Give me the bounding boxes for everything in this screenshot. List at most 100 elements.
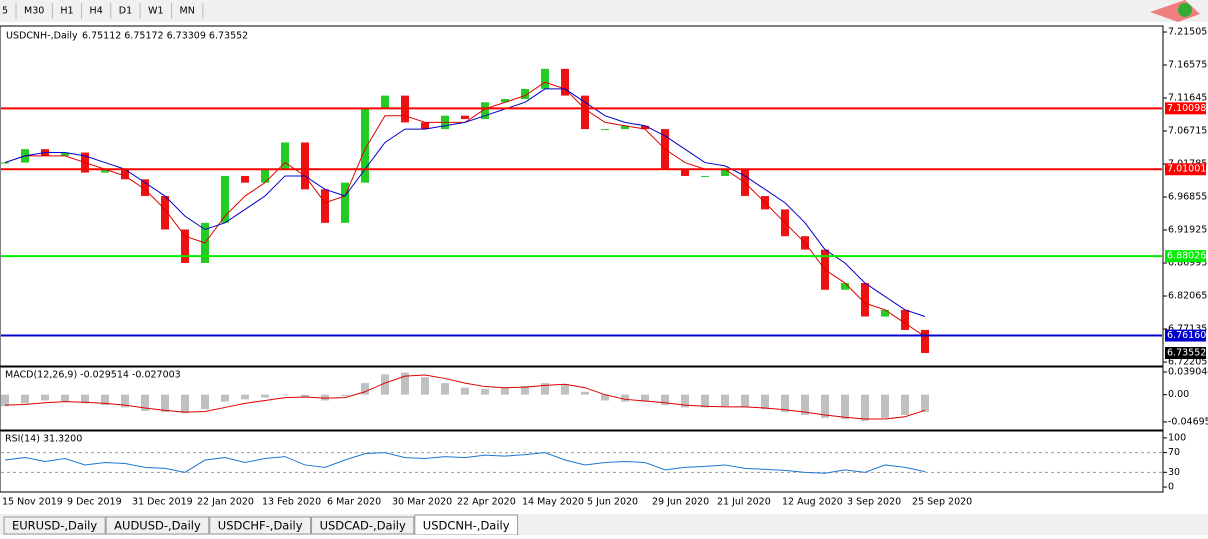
macd-bar [181, 394, 189, 414]
macd-bar [641, 394, 649, 402]
rsi-title: RSI(14) 31.3200 [5, 434, 82, 445]
macd-bar [101, 394, 109, 406]
x-tick-label: 14 May 2020 [522, 497, 584, 508]
macd-bar [141, 394, 149, 411]
x-tick-label: 5 Jun 2020 [587, 497, 638, 508]
y-tick-label: 7.11645 [1168, 92, 1207, 103]
timeframe-button[interactable]: H1 [60, 6, 73, 17]
candle [681, 169, 689, 176]
candle [641, 125, 649, 130]
level-label-bg [1165, 102, 1206, 115]
macd-bar [901, 394, 909, 415]
macd-bar [661, 394, 669, 406]
main-panel [0, 25, 1164, 367]
level-label: 7.01001 [1167, 164, 1206, 175]
y-tick-label: 7.21505 [1168, 26, 1207, 37]
tab[interactable] [105, 516, 210, 535]
macd-bar [61, 394, 69, 402]
candle [61, 152, 69, 156]
macd-bar [381, 374, 389, 395]
level-label: 7.10098 [1167, 103, 1206, 114]
ma-slow [4, 88, 926, 318]
x-tick-label: 13 Feb 2020 [262, 497, 321, 508]
tab[interactable] [209, 516, 312, 535]
candle [1, 162, 9, 164]
candle [721, 169, 729, 176]
tab-label[interactable]: EURUSD-,Daily [12, 519, 97, 533]
macd-bar [441, 383, 449, 395]
candle [121, 169, 129, 180]
macd-bar [421, 377, 429, 395]
macd-bar [781, 394, 789, 413]
tab-label[interactable]: AUDUSD-,Daily [114, 519, 201, 533]
timeframe-button[interactable]: H4 [90, 6, 103, 17]
y-tick-label: 30 [1168, 467, 1180, 478]
candle [541, 68, 549, 89]
timeframe-button[interactable]: MN [180, 6, 195, 17]
level-label: 6.88026 [1167, 251, 1206, 262]
macd-bar [761, 394, 769, 410]
candle [361, 109, 369, 183]
candle [181, 229, 189, 263]
ohlc-text: 6.75112 6.75172 6.73309 6.73552 [82, 31, 248, 42]
macd-panel [0, 366, 1164, 431]
macd-bar [561, 384, 569, 395]
timeframe-button[interactable]: D1 [119, 6, 132, 17]
last-price-bg [1165, 347, 1206, 360]
candle [241, 175, 249, 183]
chart-title: USDCNH-,Daily [6, 31, 78, 42]
macd-bar [161, 394, 169, 413]
y-tick-label: 7.06715 [1168, 125, 1207, 136]
y-tick-label: 6.72205 [1168, 357, 1207, 368]
x-tick-label: 25 Sep 2020 [912, 497, 972, 508]
level-label-bg [1165, 250, 1206, 263]
candle [921, 329, 929, 354]
tab[interactable] [3, 516, 106, 535]
macd-bar [741, 394, 749, 408]
y-tick-label: 6.96855 [1168, 192, 1207, 203]
macd-bar [281, 394, 289, 396]
macd-bar [861, 394, 869, 421]
macd-bar [321, 394, 329, 401]
timeframe-button[interactable]: 5 [2, 6, 8, 17]
candle [901, 309, 909, 330]
candle [141, 179, 149, 197]
macd-bar [541, 383, 549, 395]
logo [1150, 0, 1200, 22]
candle [261, 169, 269, 183]
macd-bar [201, 394, 209, 410]
macd-bar [581, 391, 589, 395]
x-tick-label: 21 Jul 2020 [717, 497, 771, 508]
macd-bar [821, 394, 829, 418]
toolbar [0, 0, 1208, 22]
y-tick-label: 70 [1168, 447, 1180, 458]
y-tick-label: -0.046959 [1168, 416, 1208, 427]
macd-bar [81, 394, 89, 404]
x-tick-label: 22 Jan 2020 [197, 497, 254, 508]
timeframe-button[interactable]: M30 [24, 6, 44, 17]
rsi-line [4, 452, 926, 474]
timeframe-button[interactable]: W1 [148, 6, 163, 17]
macd-title: MACD(12,26,9) -0.029514 -0.027003 [5, 370, 181, 381]
macd-signal [4, 374, 926, 420]
macd-bar [1, 394, 9, 407]
macd-bar [801, 394, 809, 415]
level-label-bg [1165, 163, 1206, 176]
macd-bar [681, 394, 689, 408]
level-label: 6.76160 [1167, 330, 1206, 341]
macd-bar [621, 394, 629, 402]
tab-label[interactable]: USDCAD-,Daily [320, 519, 406, 533]
tab-label[interactable]: USDCNH-,Daily [423, 519, 510, 533]
tab-label[interactable]: USDCHF-,Daily [218, 519, 303, 533]
macd-bar [921, 394, 929, 412]
x-tick-label: 15 Nov 2019 [2, 497, 63, 508]
candle [861, 283, 869, 317]
tab[interactable] [311, 516, 415, 535]
level-label-bg [1165, 329, 1206, 342]
candle [341, 182, 349, 223]
macd-bar [361, 383, 369, 395]
macd-bar [21, 394, 29, 404]
candle [841, 283, 849, 290]
rsi-panel [0, 430, 1164, 493]
